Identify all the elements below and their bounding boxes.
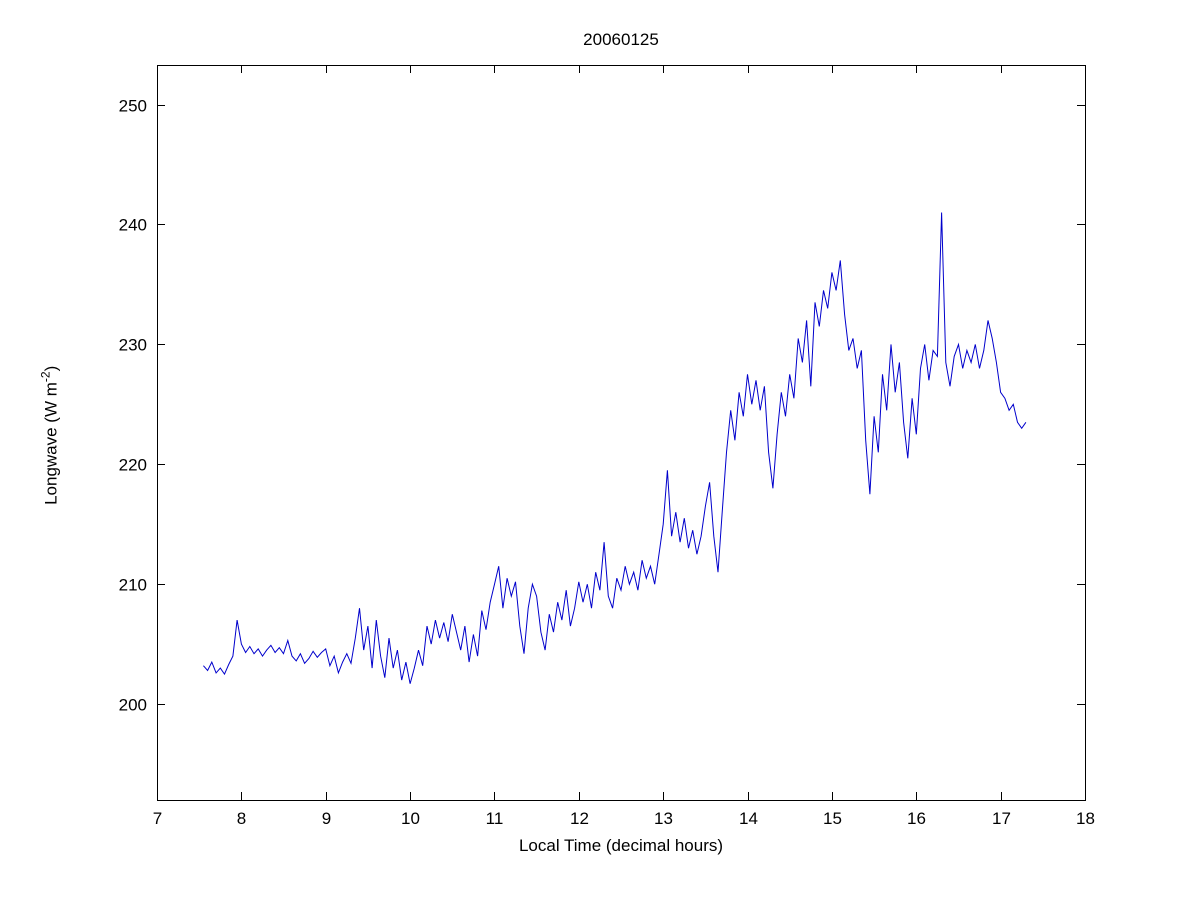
x-tick-label: 18 bbox=[1076, 809, 1095, 828]
x-tick-label: 10 bbox=[401, 809, 420, 828]
y-axis-label-superscript: -2 bbox=[38, 371, 53, 383]
y-tick-label: 240 bbox=[119, 216, 147, 235]
longwave-series-line bbox=[203, 212, 1027, 684]
x-tick-label: 13 bbox=[654, 809, 673, 828]
x-tick-label: 17 bbox=[992, 809, 1011, 828]
y-tick-label: 230 bbox=[119, 336, 147, 355]
y-tick-label: 250 bbox=[119, 97, 147, 116]
x-tick-label: 12 bbox=[570, 809, 589, 828]
x-tick-label: 16 bbox=[907, 809, 926, 828]
x-tick-label: 15 bbox=[823, 809, 842, 828]
y-tick-label: 210 bbox=[119, 576, 147, 595]
x-tick-label: 9 bbox=[322, 809, 331, 828]
y-tick-label: 220 bbox=[119, 456, 147, 475]
x-tick-label: 8 bbox=[237, 809, 246, 828]
y-axis-label-text: Longwave (W m bbox=[41, 382, 61, 505]
axes-box bbox=[157, 65, 1086, 801]
x-tick-label: 14 bbox=[739, 809, 758, 828]
x-tick-label: 7 bbox=[153, 809, 162, 828]
y-axis-label-suffix: ) bbox=[41, 365, 61, 372]
x-axis-label: Local Time (decimal hours) bbox=[518, 836, 724, 855]
y-axis-label: Longwave (W m-2) bbox=[39, 35, 62, 835]
x-tick-label: 11 bbox=[486, 809, 504, 828]
y-tick-label: 200 bbox=[119, 696, 147, 715]
plot-title: 20060125 bbox=[583, 30, 659, 49]
